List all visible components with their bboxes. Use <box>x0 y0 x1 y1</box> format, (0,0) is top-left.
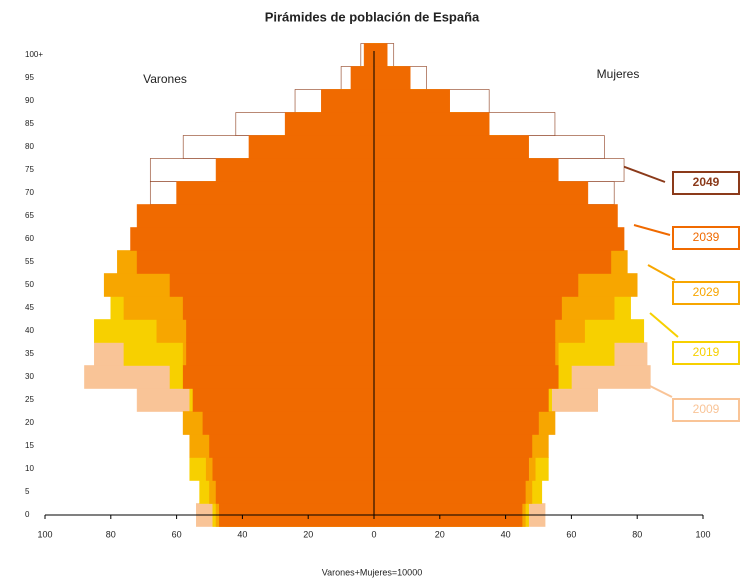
x-tick-label: 0 <box>371 529 376 539</box>
y-tick-label: 0 <box>25 510 30 519</box>
y-tick-label: 35 <box>25 349 34 358</box>
male-bar <box>136 204 375 228</box>
y-tick-label: 5 <box>25 487 30 496</box>
y-tick-label: 60 <box>25 234 34 243</box>
y-tick-label: 15 <box>25 441 34 450</box>
male-bar <box>248 135 375 159</box>
arrow <box>647 264 676 281</box>
y-tick-label: 55 <box>25 257 34 266</box>
male-bar <box>209 434 375 458</box>
male-bar <box>215 480 375 504</box>
female-bar <box>373 112 490 136</box>
legend-label: 2029 <box>693 285 720 299</box>
arrow <box>649 312 679 338</box>
male-bar <box>182 296 375 320</box>
x-tick-label: 60 <box>172 529 182 539</box>
y-tick-label: 80 <box>25 142 34 151</box>
x-tick-label: 100 <box>695 529 710 539</box>
arrow <box>633 224 671 236</box>
male-bar <box>202 411 375 435</box>
y-tick-label: 75 <box>25 165 34 174</box>
x-tick-label: 20 <box>303 529 313 539</box>
y-tick-label: 100+ <box>25 50 43 59</box>
y-tick-label: 45 <box>25 303 34 312</box>
female-bar <box>373 89 450 113</box>
male-bar <box>176 181 375 205</box>
x-tick-label: 80 <box>632 529 642 539</box>
male-label: Varones <box>143 72 187 86</box>
legend-label: 2049 <box>693 175 720 189</box>
female-bar <box>373 434 533 458</box>
x-axis-label: Varones+Mujeres=10000 <box>322 567 422 577</box>
bars <box>84 43 651 527</box>
male-bar <box>186 319 375 343</box>
legend-box <box>672 171 740 195</box>
male-bar <box>321 89 375 113</box>
y-tick-label: 90 <box>25 96 34 105</box>
male-bar <box>192 388 375 412</box>
y-tick-label: 85 <box>25 119 34 128</box>
y-tick-label: 50 <box>25 280 34 289</box>
y-tick-label: 95 <box>25 73 34 82</box>
female-bar <box>373 43 388 67</box>
arrow <box>647 384 673 398</box>
male-bar <box>215 158 375 182</box>
male-bar <box>212 457 375 481</box>
female-bar <box>373 388 549 412</box>
chart-title: Pirámides de población de España <box>265 9 480 24</box>
female-bar <box>373 273 579 297</box>
female-bar <box>373 66 411 90</box>
legend-box <box>672 341 740 365</box>
female-bar <box>373 365 559 389</box>
female-bar <box>373 296 562 320</box>
legend-box <box>672 398 740 422</box>
female-bar <box>373 227 625 251</box>
male-bar <box>284 112 375 136</box>
x-tick-label: 80 <box>106 529 116 539</box>
male-bar <box>182 365 375 389</box>
male-bar <box>130 227 375 251</box>
y-tick-label: 30 <box>25 372 34 381</box>
male-bar <box>169 273 375 297</box>
female-bar <box>373 342 556 366</box>
male-bar <box>186 342 375 366</box>
male-bar <box>136 250 375 274</box>
y-tick-label: 25 <box>25 395 34 404</box>
x-tick-label: 40 <box>501 529 511 539</box>
male-bar <box>350 66 375 90</box>
x-tick-label: 100 <box>37 529 52 539</box>
y-tick-label: 20 <box>25 418 34 427</box>
x-tick-label: 20 <box>435 529 445 539</box>
female-bar <box>373 480 526 504</box>
female-bar <box>373 135 529 159</box>
female-label: Mujeres <box>597 67 640 81</box>
y-tick-label: 10 <box>25 464 34 473</box>
y-tick-label: 70 <box>25 188 34 197</box>
female-bar <box>373 250 612 274</box>
y-tick-label: 40 <box>25 326 34 335</box>
female-bar <box>373 158 559 182</box>
female-bar <box>373 204 618 228</box>
legend-box <box>672 226 740 250</box>
female-bar <box>373 319 556 343</box>
female-bar <box>373 181 589 205</box>
legend-label: 2039 <box>693 230 720 244</box>
x-tick-label: 60 <box>566 529 576 539</box>
legend-label: 2019 <box>693 345 720 359</box>
female-bar <box>373 457 529 481</box>
legend-box <box>672 281 740 305</box>
male-bar <box>363 43 375 67</box>
y-tick-label: 65 <box>25 211 34 220</box>
female-bar <box>373 411 539 435</box>
x-tick-label: 40 <box>237 529 247 539</box>
legend-label: 2009 <box>693 402 720 416</box>
